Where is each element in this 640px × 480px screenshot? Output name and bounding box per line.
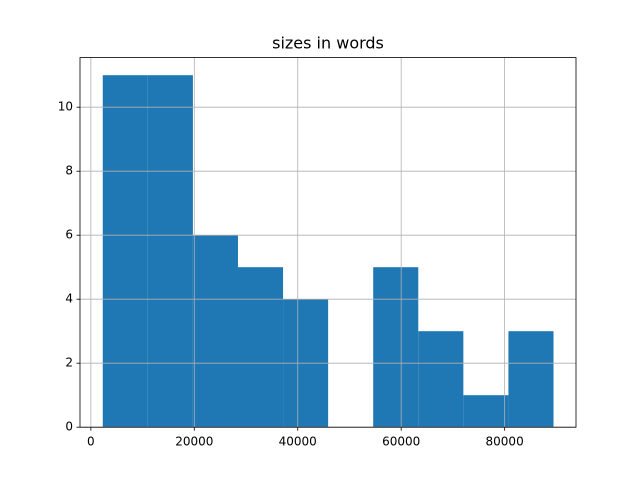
x-tick-label: 60000 <box>382 435 420 449</box>
y-tick-label: 6 <box>65 228 73 242</box>
y-tick-label: 0 <box>65 420 73 434</box>
x-tick-label: 80000 <box>486 435 524 449</box>
bar <box>373 267 419 428</box>
chart-title: sizes in words <box>272 34 384 53</box>
x-tick-label: 40000 <box>279 435 317 449</box>
x-tick-label: 0 <box>87 435 95 449</box>
bar <box>102 75 148 428</box>
plot-frame <box>79 57 577 428</box>
y-tick-label: 2 <box>65 356 73 370</box>
bar <box>418 331 464 428</box>
y-tick-label: 4 <box>65 292 73 306</box>
bar <box>147 75 193 428</box>
y-tick-label: 8 <box>65 164 73 178</box>
y-tick-label: 10 <box>58 100 73 114</box>
bar <box>508 331 554 428</box>
x-tick-label: 20000 <box>175 435 213 449</box>
bar <box>192 235 238 428</box>
bar <box>463 395 509 428</box>
bar <box>237 267 284 428</box>
